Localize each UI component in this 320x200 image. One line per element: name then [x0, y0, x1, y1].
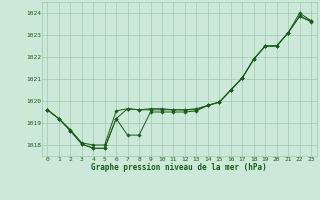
- X-axis label: Graphe pression niveau de la mer (hPa): Graphe pression niveau de la mer (hPa): [91, 163, 267, 172]
